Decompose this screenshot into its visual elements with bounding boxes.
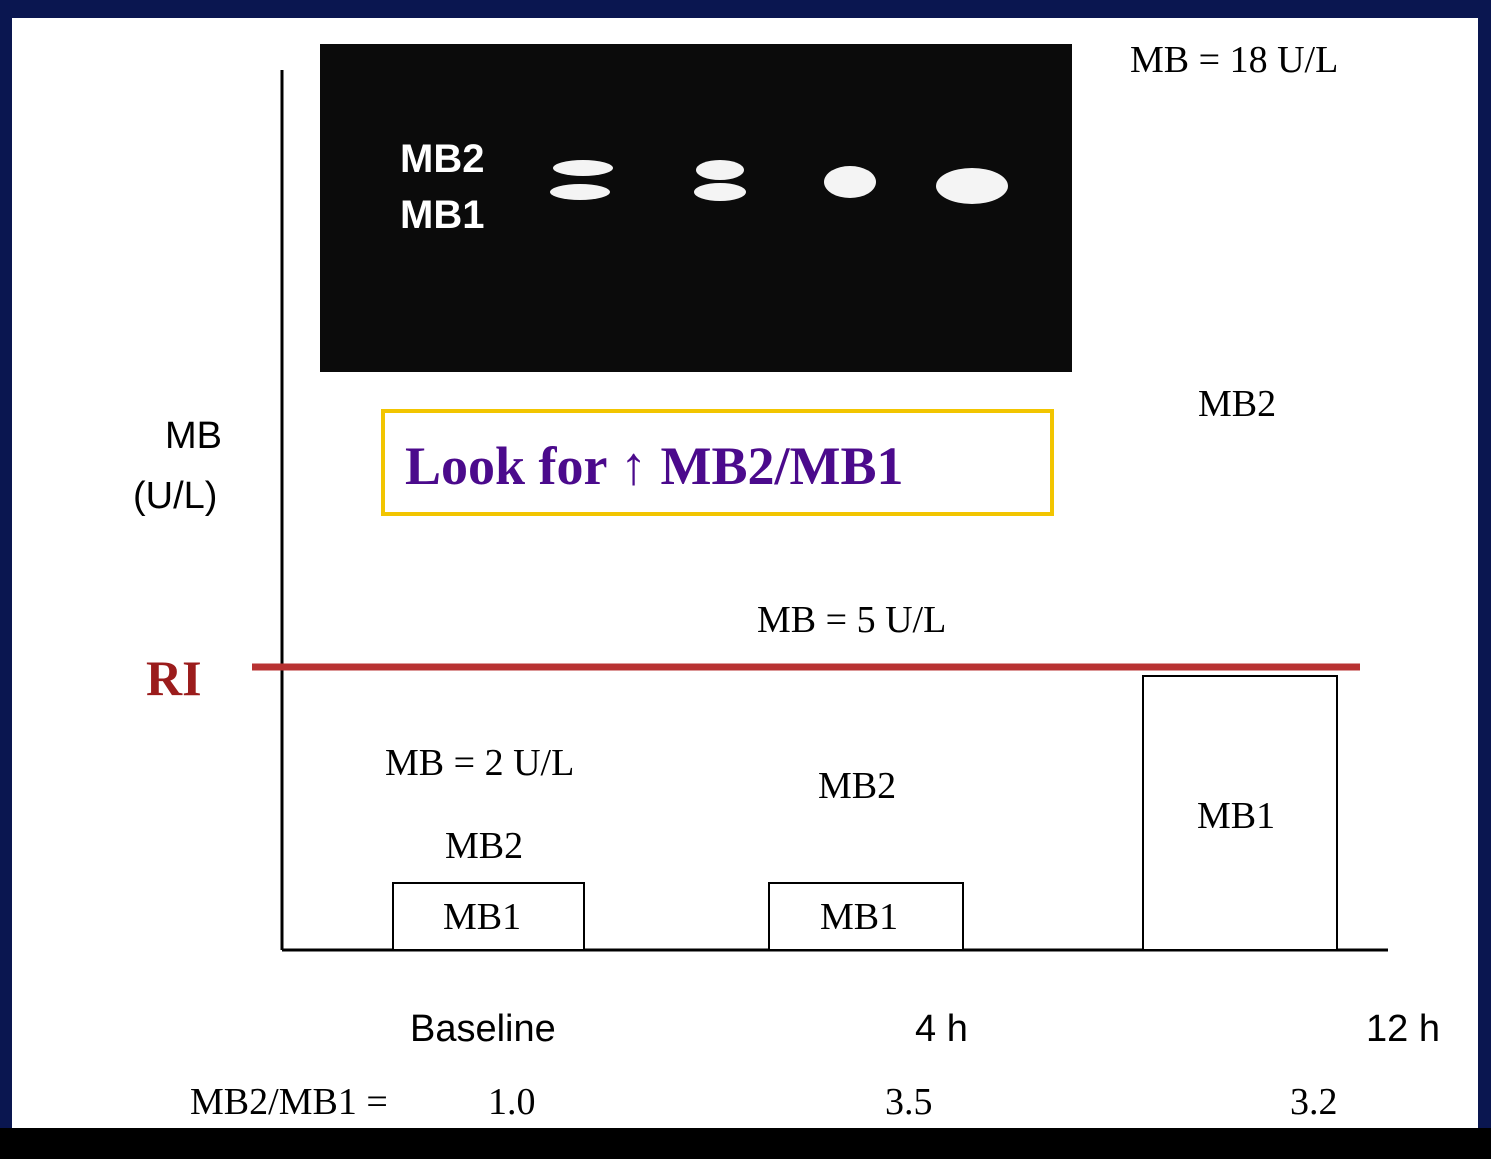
ratio-value: 1.0: [488, 1081, 536, 1123]
slide: MB2 MB1 MB (U/L) Look for ↑ MB2/MB1 RI M…: [0, 0, 1491, 1159]
total-label: MB = 2 U/L: [385, 742, 574, 784]
mb1-label: MB1: [820, 896, 898, 938]
time-label: Baseline: [410, 1008, 556, 1050]
ratio-value: 3.5: [885, 1081, 933, 1123]
mb1-label: MB1: [443, 896, 521, 938]
bottom-strip: [0, 1128, 1491, 1159]
y-axis-label: (U/L): [133, 475, 217, 517]
total-label: MB = 18 U/L: [1130, 39, 1338, 81]
y-axis-label: MB: [165, 415, 222, 457]
time-label: 4 h: [915, 1008, 968, 1050]
ratio-label: MB2/MB1 =: [190, 1081, 388, 1123]
gel-label: MB2: [400, 137, 484, 181]
reference-label: RI: [146, 650, 202, 706]
time-label: 12 h: [1366, 1008, 1440, 1050]
ratio-value: 3.2: [1290, 1081, 1338, 1123]
total-label: MB = 5 U/L: [757, 599, 946, 641]
mb2-label: MB2: [445, 825, 523, 867]
mb1-label: MB1: [1197, 795, 1275, 837]
gel-label: MB1: [400, 193, 484, 237]
callout-text: Look for ↑ MB2/MB1: [405, 436, 904, 496]
mb2-label: MB2: [818, 765, 896, 807]
mb2-label: MB2: [1198, 383, 1276, 425]
